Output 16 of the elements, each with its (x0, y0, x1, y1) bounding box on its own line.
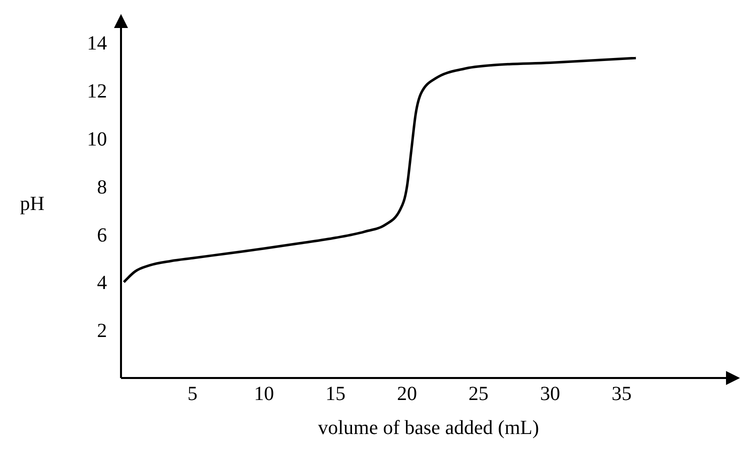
y-axis-title: pH (20, 193, 44, 216)
x-tick-label: 5 (188, 383, 198, 406)
y-tick-label: 2 (97, 320, 107, 342)
x-tick-label: 25 (468, 383, 489, 406)
x-tick-label: 30 (540, 383, 560, 406)
y-tick-label: 8 (97, 176, 107, 198)
x-tick-label: 35 (612, 383, 632, 406)
y-tick-label: 4 (97, 272, 107, 294)
x-tick-label: 15 (326, 383, 346, 406)
x-tick-label: 10 (254, 383, 274, 406)
y-tick-label: 14 (87, 32, 107, 54)
y-tick-label: 12 (87, 80, 107, 102)
x-tick-label: 20 (397, 383, 418, 406)
y-tick-label: 6 (97, 224, 107, 246)
y-tick-label: 10 (87, 128, 107, 150)
x-axis-title: volume of base added (mL) (318, 417, 540, 440)
